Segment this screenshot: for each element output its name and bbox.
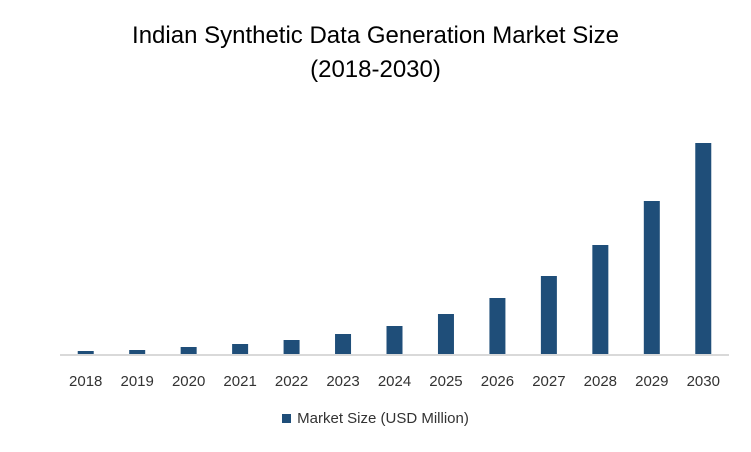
bar-2020 bbox=[180, 347, 197, 354]
x-tick-label: 2023 bbox=[326, 373, 359, 390]
bar-2025 bbox=[437, 314, 454, 354]
x-tick-label: 2030 bbox=[687, 373, 720, 390]
x-tick-label: 2020 bbox=[172, 373, 205, 390]
bar-2026 bbox=[489, 298, 506, 354]
bar-2028 bbox=[592, 245, 609, 354]
bar-2019 bbox=[129, 350, 146, 354]
bar-2029 bbox=[643, 201, 660, 354]
bar-2030 bbox=[695, 143, 712, 354]
x-tick-label: 2018 bbox=[69, 373, 102, 390]
bar-2027 bbox=[540, 276, 557, 354]
legend: Market Size (USD Million) bbox=[0, 410, 751, 427]
chart-title: Indian Synthetic Data Generation Market … bbox=[132, 22, 619, 49]
x-tick-label: 2028 bbox=[584, 373, 617, 390]
x-tick-label: 2019 bbox=[121, 373, 154, 390]
x-tick-label: 2021 bbox=[223, 373, 256, 390]
x-tick-label: 2022 bbox=[275, 373, 308, 390]
x-tick-label: 2027 bbox=[532, 373, 565, 390]
x-tick-label: 2026 bbox=[481, 373, 514, 390]
bar-2024 bbox=[386, 326, 403, 354]
bar-2022 bbox=[283, 340, 300, 354]
bar-2023 bbox=[335, 334, 352, 354]
legend-label: Market Size (USD Million) bbox=[297, 410, 469, 427]
x-tick-label: 2024 bbox=[378, 373, 411, 390]
x-tick-label: 2025 bbox=[429, 373, 462, 390]
x-tick-label: 2029 bbox=[635, 373, 668, 390]
bar-2018 bbox=[77, 351, 94, 354]
chart-subtitle: (2018-2030) bbox=[310, 56, 441, 83]
legend-swatch bbox=[282, 414, 292, 423]
bar-2021 bbox=[232, 344, 249, 354]
